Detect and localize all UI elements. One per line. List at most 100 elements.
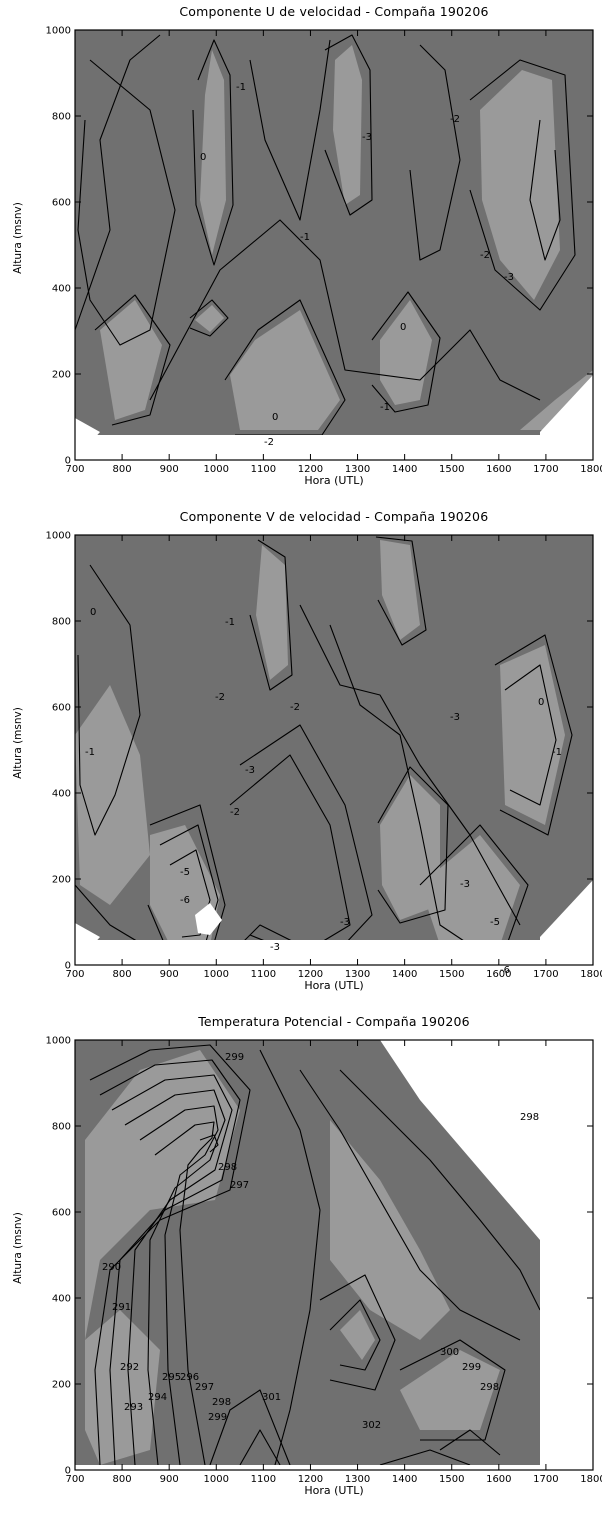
contour-label: -3 — [450, 712, 460, 723]
contour-label: -2 — [264, 437, 274, 448]
contour-label: -1 — [552, 747, 562, 758]
contour-line — [111, 1074, 233, 1466]
y-axis-label: Altura (msnv) — [12, 707, 24, 779]
y-tick-label: 1000 — [46, 531, 71, 542]
x-tick-label: 1700 — [533, 1474, 558, 1485]
contour-fill-region — [85, 1310, 160, 1465]
chart-plot-v: 0 -1 -1 -2 -2 -2 -3 -3 -5 -6 -3 -3 -3 -6 -5 0 -1 700 800 90… — [46, 531, 602, 981]
x-tick-label: 1400 — [392, 969, 417, 980]
x-axis-label: Hora (UTL) — [304, 979, 364, 992]
contour-label: 296 — [180, 1372, 199, 1383]
contour-label: -1 — [236, 82, 246, 93]
contour-label: -2 — [230, 807, 240, 818]
contour-fill-region — [230, 310, 340, 430]
x-axis-label: Hora (UTL) — [304, 474, 364, 487]
contour-fill-region — [333, 45, 362, 205]
contour-line — [299, 1069, 521, 1341]
x-tick-label: 900 — [160, 1474, 179, 1485]
contour-label: 297 — [195, 1382, 214, 1393]
contour-line — [94, 294, 171, 426]
contour-fill-region — [200, 50, 226, 255]
contour-label: 300 — [440, 1347, 459, 1358]
x-tick-label: 1700 — [533, 969, 558, 980]
x-tick-label: 1100 — [251, 1474, 276, 1485]
x-tick-label: 900 — [160, 969, 179, 980]
contour-line — [74, 34, 161, 331]
y-axis-label: Altura (msnv) — [12, 202, 24, 274]
x-tick-label: 1100 — [251, 969, 276, 980]
contour-label: 299 — [208, 1412, 227, 1423]
y-tick-label: 400 — [52, 284, 71, 295]
contour-line — [209, 1389, 291, 1466]
contour-label: 0 — [272, 412, 278, 423]
x-tick-label: 800 — [113, 969, 132, 980]
y-tick-label: 600 — [52, 703, 71, 714]
y-tick-label: 1000 — [46, 1036, 71, 1047]
contour-line — [379, 1449, 471, 1466]
contour-label: 0 — [400, 322, 406, 333]
y-tick-label: 600 — [52, 1208, 71, 1219]
contour-line — [375, 536, 427, 646]
contour-line — [319, 1274, 396, 1391]
x-tick-label: 1100 — [251, 464, 276, 475]
contour-label: 298 — [212, 1397, 231, 1408]
y-tick-label: 200 — [52, 370, 71, 381]
y-tick-label: 600 — [52, 198, 71, 209]
contour-label: 292 — [120, 1362, 139, 1373]
contour-line — [339, 1069, 541, 1311]
y-tick-label: 0 — [65, 1466, 71, 1477]
contour-label: 299 — [225, 1052, 244, 1063]
x-tick-label: 1300 — [345, 464, 370, 475]
contour-label: 294 — [148, 1392, 167, 1403]
contour-line — [77, 564, 141, 836]
x-tick-label: 1000 — [204, 464, 229, 475]
x-tick-label: 1200 — [298, 969, 323, 980]
contour-line — [469, 59, 576, 311]
x-tick-label: 1200 — [298, 464, 323, 475]
contour-line — [189, 299, 229, 337]
x-tick-label: 900 — [160, 464, 179, 475]
contour-label: 0 — [90, 607, 96, 618]
contour-fill-region — [400, 1350, 500, 1430]
no-data-region — [75, 940, 593, 965]
contour-line — [259, 1049, 321, 1466]
contour-fill-region — [420, 835, 520, 945]
contour-line — [329, 624, 471, 946]
chart-title: Temperatura Potencial - Compaña 190206 — [198, 1014, 470, 1029]
contour-line — [139, 1105, 219, 1466]
y-tick-label: 400 — [52, 789, 71, 800]
no-data-region — [195, 903, 222, 935]
contour-label: 293 — [124, 1402, 143, 1413]
contour-label: 290 — [102, 1262, 121, 1273]
x-tick-label: 1000 — [204, 1474, 229, 1485]
contour-line — [494, 634, 573, 836]
contour-fill-region — [500, 645, 565, 825]
contour-label: 302 — [362, 1420, 381, 1431]
contour-label: -3 — [460, 879, 470, 890]
contour-label: 301 — [262, 1392, 281, 1403]
contour-line — [249, 539, 293, 691]
contour-label: -6 — [500, 965, 510, 976]
contour-label: 298 — [218, 1162, 237, 1173]
x-tick-label: 1500 — [439, 1474, 464, 1485]
y-tick-label: 200 — [52, 1380, 71, 1391]
x-tick-label: 800 — [113, 464, 132, 475]
x-tick-label: 1200 — [298, 1474, 323, 1485]
plot-frame — [74, 29, 594, 461]
contour-label: -3 — [340, 917, 350, 928]
contour-label: -3 — [245, 765, 255, 776]
contour-line — [399, 1339, 506, 1441]
contour-fill-region — [195, 305, 224, 332]
contour-line — [192, 39, 234, 266]
contour-fill-region — [340, 1310, 375, 1360]
contour-label: -5 — [180, 867, 190, 878]
no-data-region — [75, 1465, 593, 1470]
y-tick-label: 1000 — [46, 26, 71, 37]
contour-label: -1 — [225, 617, 235, 628]
contour-label: -1 — [300, 232, 310, 243]
x-tick-label: 1600 — [486, 1474, 511, 1485]
contour-line — [77, 59, 176, 346]
